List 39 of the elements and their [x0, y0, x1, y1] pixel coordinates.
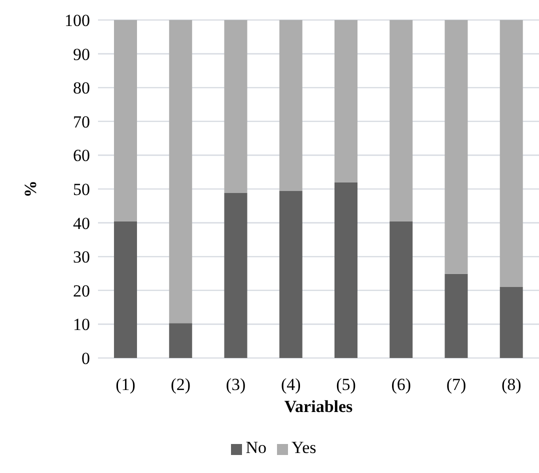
bar [169, 323, 192, 358]
bar [279, 20, 302, 191]
bar [444, 274, 468, 358]
y-tick-label: 90 [73, 44, 90, 64]
y-tick-label: 60 [73, 146, 90, 166]
bar [169, 20, 192, 324]
y-tick-label: 0 [82, 349, 90, 368]
bar [390, 20, 413, 222]
bar [224, 193, 248, 358]
x-tick-label: (5) [336, 375, 356, 394]
bar [334, 20, 358, 182]
legend-label: Yes [292, 438, 316, 457]
legend-label: No [246, 438, 267, 457]
bar [500, 20, 523, 288]
x-tick-label: (3) [226, 375, 246, 394]
bar [114, 20, 137, 222]
bar [224, 20, 248, 194]
y-tick-label: 10 [73, 315, 90, 334]
bar [500, 287, 523, 358]
y-axis-title: % [21, 180, 40, 198]
bar [444, 20, 468, 274]
y-tick-label: 50 [73, 180, 90, 200]
y-tick-label: 30 [73, 248, 90, 267]
x-tick-label: (6) [391, 375, 412, 394]
y-tick-label: 40 [73, 214, 90, 233]
x-axis-title: Variables [284, 397, 354, 416]
x-tick-label: (7) [446, 375, 466, 394]
y-tick-label: 70 [73, 112, 90, 132]
y-tick-label: 80 [73, 78, 90, 98]
bar [279, 190, 302, 358]
bar [334, 182, 358, 358]
y-tick-label: 20 [73, 281, 90, 300]
x-tick-label: (1) [116, 375, 136, 394]
x-tick-label: (4) [281, 375, 301, 394]
x-tick-label: (8) [502, 375, 522, 394]
bar [390, 221, 413, 358]
bar [114, 221, 137, 358]
y-tick-label: 100 [64, 11, 90, 30]
x-tick-label: (2) [170, 375, 191, 394]
